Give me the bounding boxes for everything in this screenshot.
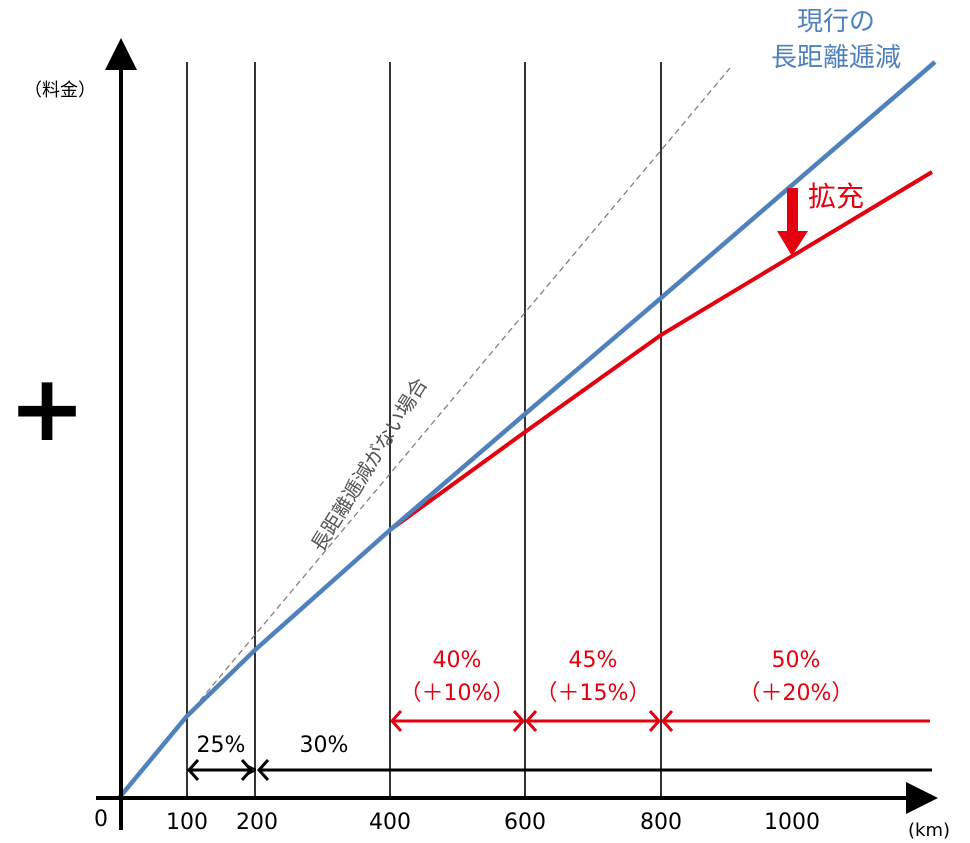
red-rate-800-plus: 50% — [772, 648, 821, 673]
discount-label-25: 25% — [197, 733, 246, 758]
red-delta-800-plus: （＋20%） — [739, 681, 854, 706]
discount-label-30: 30% — [300, 733, 349, 758]
no-discount-label: 長距離逓減がない場合 — [306, 373, 432, 555]
tick-label-0: 0 — [94, 807, 108, 832]
y-axis-arrowhead — [105, 38, 137, 70]
x-axis-label: (km) — [908, 820, 950, 841]
black-arrows — [186, 758, 932, 782]
tick-label-600: 600 — [504, 810, 546, 835]
x-tick-labels: 0 100 200 400 600 800 1000 — [94, 807, 820, 835]
vertical-guides — [186, 62, 662, 798]
expanded-discount-line — [388, 170, 934, 532]
current-line-label-2: 長距離逓減 — [771, 43, 901, 73]
tick-label-400: 400 — [369, 810, 411, 835]
no-discount-line — [186, 67, 731, 717]
x-axis-arrowhead — [906, 782, 938, 814]
expansion-arrow — [777, 188, 808, 256]
tick-label-800: 800 — [640, 810, 682, 835]
red-rate-600-800: 45% — [569, 648, 618, 673]
x-axis — [96, 782, 938, 814]
expansion-label: 拡充 — [808, 180, 864, 213]
tick-label-100: 100 — [166, 810, 208, 835]
y-axis-label: （料金） — [24, 80, 96, 101]
red-delta-400-600: （＋10%） — [400, 681, 515, 706]
current-discount-line — [117, 60, 937, 800]
tick-label-200: 200 — [236, 810, 278, 835]
tick-label-1000: 1000 — [764, 810, 820, 835]
plus-symbol: + — [8, 355, 85, 462]
red-delta-600-800: （＋15%） — [536, 681, 651, 706]
current-line-label-1: 現行の — [797, 7, 875, 37]
y-axis — [105, 38, 137, 830]
red-rate-400-600: 40% — [433, 648, 482, 673]
red-arrows — [389, 709, 930, 733]
